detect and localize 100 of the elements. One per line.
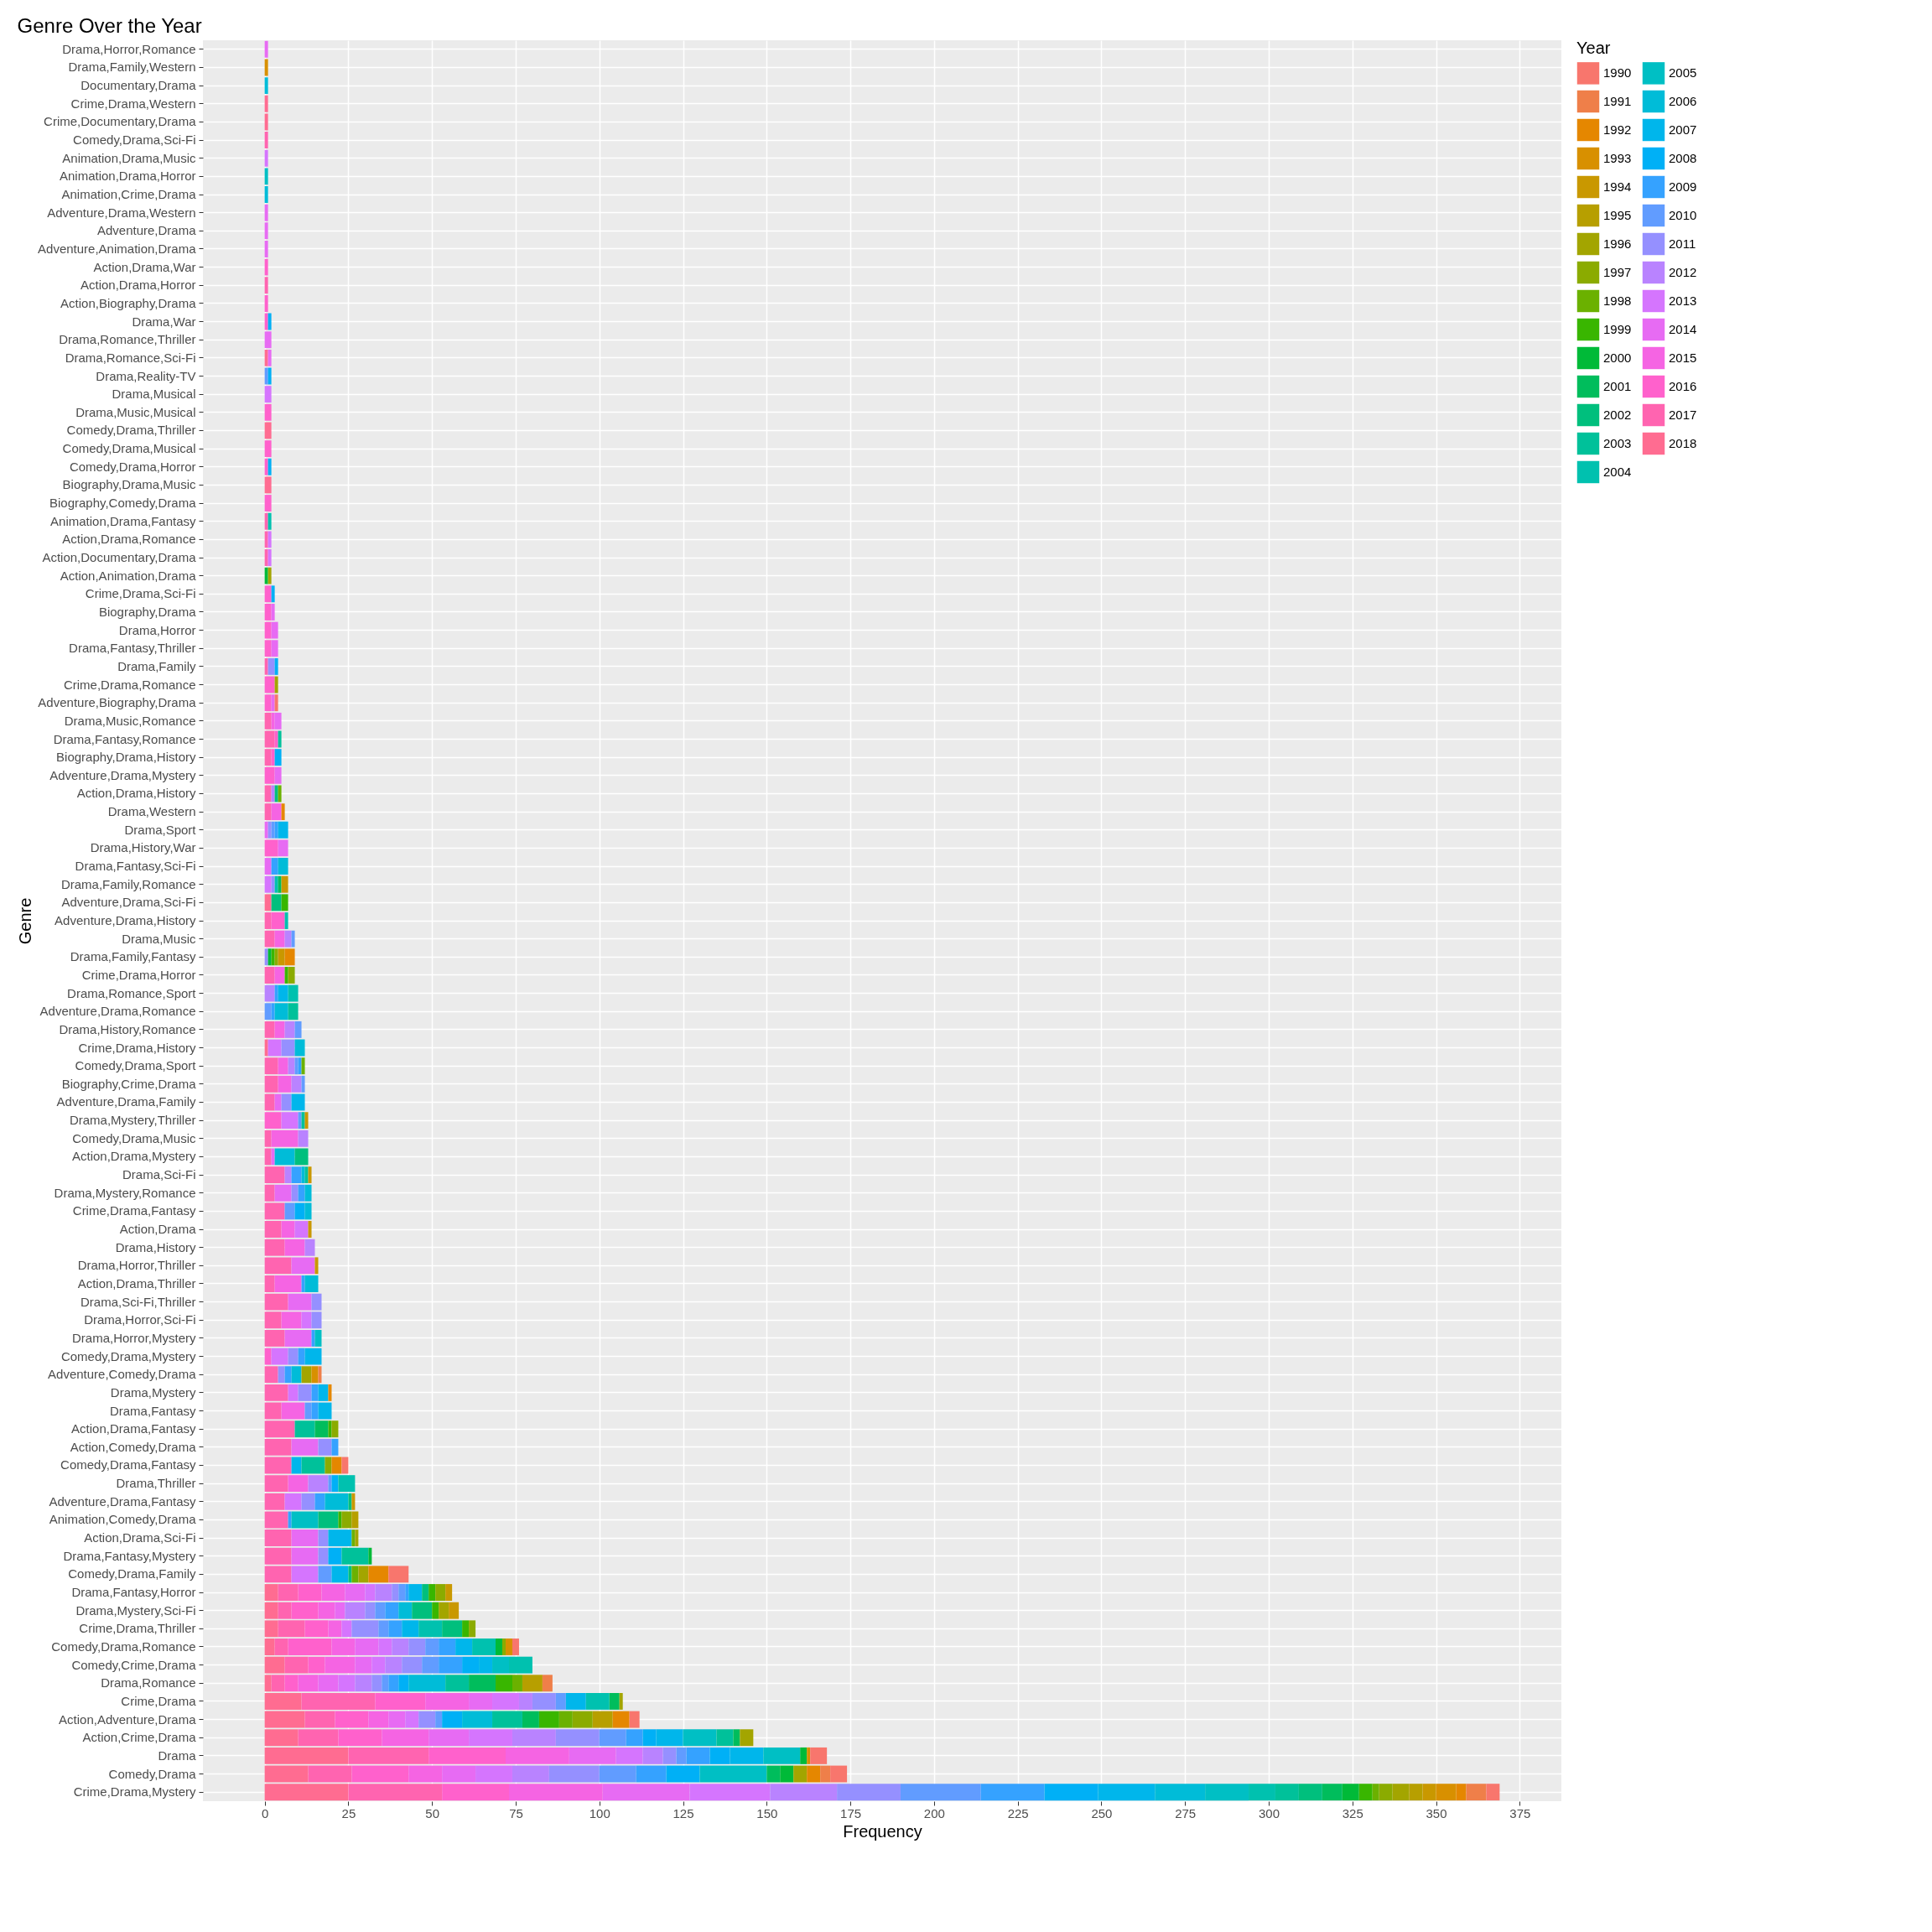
bar: [281, 1039, 295, 1057]
bar: [264, 785, 272, 802]
bar: [442, 1784, 509, 1801]
x-tick-label: 375: [1509, 1805, 1531, 1820]
bar: [321, 1584, 345, 1601]
y-tick-label: Action,Animation,Drama: [60, 568, 197, 583]
legend-label: 2008: [1669, 151, 1697, 165]
bar: [375, 1692, 426, 1710]
bar: [683, 1729, 717, 1747]
bar: [291, 1530, 319, 1547]
bar: [264, 403, 272, 421]
bar: [264, 258, 268, 276]
bar: [538, 1711, 559, 1728]
bar: [308, 1166, 312, 1184]
bar: [980, 1784, 1045, 1801]
bar: [1392, 1784, 1410, 1801]
bar: [338, 1475, 356, 1493]
bar: [294, 1021, 302, 1038]
y-tick-label: Drama,Mystery,Thriller: [69, 1113, 196, 1128]
bar: [264, 1366, 278, 1384]
bar: [264, 585, 272, 603]
legend-label: 2015: [1669, 351, 1697, 365]
bar: [341, 1457, 349, 1474]
bar: [522, 1675, 543, 1692]
y-tick-label: Animation,Comedy,Drama: [49, 1512, 197, 1527]
bar: [271, 585, 275, 603]
y-tick-label: Biography,Drama: [98, 604, 197, 619]
bar: [341, 1620, 352, 1638]
bar: [278, 839, 288, 857]
y-tick-label: Drama,Sport: [124, 822, 197, 837]
bar: [274, 1184, 292, 1202]
bar: [689, 1784, 771, 1801]
bar: [492, 1711, 522, 1728]
bar: [686, 1747, 710, 1764]
bar: [271, 894, 282, 911]
bar: [1358, 1784, 1373, 1801]
bar: [274, 1275, 302, 1292]
x-tick-label: 250: [1091, 1805, 1113, 1820]
bar: [264, 766, 275, 784]
bar: [284, 1675, 299, 1692]
y-tick-label: Drama,Fantasy,Romance: [53, 731, 196, 746]
legend-label: 2018: [1669, 436, 1697, 450]
bar: [264, 1166, 285, 1184]
bar: [264, 1765, 309, 1783]
y-tick-label: Action,Drama,History: [76, 786, 196, 801]
bar: [274, 730, 278, 748]
bar: [264, 1457, 292, 1474]
bar: [291, 1457, 302, 1474]
y-tick-label: Drama,Music,Musical: [75, 404, 196, 419]
legend-label: 2005: [1669, 65, 1697, 80]
x-tick-label: 75: [509, 1805, 523, 1820]
bar: [318, 1566, 332, 1583]
bar: [274, 966, 285, 984]
bar: [264, 40, 268, 58]
bar: [264, 839, 278, 857]
bar: [388, 1566, 409, 1583]
bar: [284, 1656, 309, 1674]
y-tick-label: Action,Documentary,Drama: [42, 550, 197, 565]
bar: [264, 186, 268, 203]
y-tick-label: Drama,Family,Romance: [60, 876, 196, 891]
bar: [288, 1057, 295, 1075]
bar: [371, 1675, 382, 1692]
x-tick-label: 50: [425, 1805, 440, 1820]
bar: [284, 948, 295, 966]
bar: [338, 1675, 356, 1692]
bar: [398, 1675, 409, 1692]
y-tick-label: Drama,Fantasy,Sci-Fi: [75, 859, 196, 874]
bar: [328, 1475, 332, 1493]
bar: [298, 1584, 322, 1601]
bar: [506, 1747, 569, 1764]
x-tick-label: 325: [1342, 1805, 1363, 1820]
bar: [274, 749, 282, 766]
bar: [264, 930, 275, 948]
bar: [284, 1329, 312, 1347]
bar: [348, 1784, 443, 1801]
bar: [351, 1493, 356, 1510]
bar: [325, 1656, 356, 1674]
bar: [435, 1711, 443, 1728]
bar: [264, 1584, 278, 1601]
legend-label: 2011: [1669, 236, 1696, 251]
bar: [271, 1003, 275, 1021]
bar: [264, 1420, 295, 1438]
bar: [304, 1275, 319, 1292]
bar: [278, 785, 282, 802]
bar: [278, 730, 282, 748]
bar: [422, 1656, 439, 1674]
bar: [382, 1675, 389, 1692]
bar: [294, 1202, 305, 1220]
legend-label: 2002: [1603, 408, 1632, 422]
legend-label: 1995: [1603, 208, 1632, 222]
bar: [522, 1711, 539, 1728]
bar: [274, 657, 278, 675]
bar: [291, 1511, 319, 1529]
y-tick-label: Action,Comedy,Drama: [70, 1439, 197, 1454]
bar: [294, 1057, 299, 1075]
bar: [325, 1493, 349, 1510]
bar: [572, 1711, 593, 1728]
y-tick-label: Adventure,Drama,Family: [56, 1094, 196, 1109]
y-tick-label: Action,Crime,Drama: [82, 1730, 197, 1745]
bar: [264, 984, 275, 1002]
